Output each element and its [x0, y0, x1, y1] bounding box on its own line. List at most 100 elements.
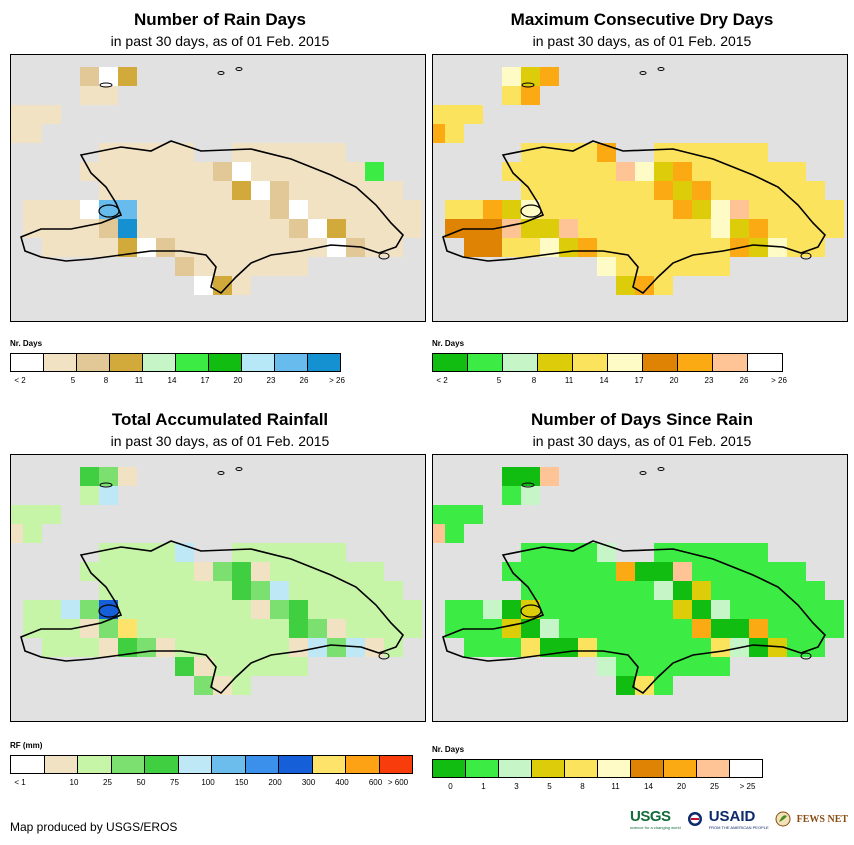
coastline	[20, 140, 405, 295]
map-days-since-rain	[432, 454, 848, 722]
grid-cell	[11, 124, 23, 143]
grid-cell	[327, 219, 346, 238]
grid-cell	[194, 600, 213, 619]
legend-swatch	[279, 756, 313, 773]
grid-cell	[289, 181, 308, 200]
grid-cell	[289, 638, 308, 657]
grid-cell	[711, 238, 730, 257]
grid-cell	[483, 238, 502, 257]
grid-cell	[118, 143, 137, 162]
grid-cell	[251, 638, 270, 657]
grid-cell	[289, 657, 308, 676]
legend-tick-label: 14	[599, 376, 609, 385]
legend-tick-label: 8	[531, 376, 537, 385]
grid-cell	[289, 562, 308, 581]
grid-cell	[80, 67, 99, 86]
legend-title: Nr. Days	[432, 745, 465, 754]
grid-cell	[616, 562, 635, 581]
grid-cell	[578, 562, 597, 581]
grid-cell	[654, 162, 673, 181]
grid-cell	[521, 67, 540, 86]
island-outline	[800, 652, 812, 660]
panel-subtitle: in past 30 days, as of 01 Feb. 2015	[532, 433, 752, 449]
grid-cell	[42, 200, 61, 219]
legend-tick-label: 8	[103, 376, 109, 385]
grid-cell	[787, 162, 806, 181]
grid-cell	[289, 581, 308, 600]
grid-cell	[483, 600, 502, 619]
grid-cell	[711, 600, 730, 619]
grid-cell	[673, 162, 692, 181]
grid-cell	[768, 162, 787, 181]
grid-cell	[559, 619, 578, 638]
grid-cell	[42, 238, 61, 257]
grid-cell	[232, 143, 251, 162]
legend-swatch	[77, 354, 110, 371]
grid-cell	[749, 638, 768, 657]
usgs-logo: USGS science for a changing world	[630, 808, 681, 830]
grid-cell	[137, 543, 156, 562]
grid-cell	[540, 600, 559, 619]
grid-cell	[118, 581, 137, 600]
legend-tick-label: 14	[167, 376, 177, 385]
grid-cell	[99, 219, 118, 238]
grid-cell	[787, 619, 806, 638]
grid-cell	[213, 600, 232, 619]
grid-cell	[521, 543, 540, 562]
legend-tick-label: 25	[710, 782, 719, 791]
grid-cell	[175, 162, 194, 181]
grid-cell	[289, 600, 308, 619]
grid-cell	[540, 67, 559, 86]
grid-cell	[365, 638, 384, 657]
grid-cell	[654, 143, 673, 162]
grid-cell	[597, 638, 616, 657]
usaid-tagline: FROM THE AMERICAN PEOPLE	[708, 825, 769, 830]
grid-cell	[654, 676, 673, 695]
grid-cell	[445, 600, 464, 619]
legend-swatch	[468, 354, 503, 371]
grid-cell	[559, 200, 578, 219]
grid-cell	[502, 200, 521, 219]
grid-cell	[521, 86, 540, 105]
grid-cell	[540, 200, 559, 219]
island-outline	[639, 71, 647, 75]
grid-cell	[597, 657, 616, 676]
grid-cell	[213, 619, 232, 638]
grid-cell	[673, 581, 692, 600]
grid-cell	[23, 200, 42, 219]
map-canvas	[433, 67, 844, 295]
map-canvas	[433, 467, 844, 695]
island-outline	[235, 467, 243, 471]
grid-cell	[156, 200, 175, 219]
grid-cell	[711, 143, 730, 162]
grid-cell	[289, 162, 308, 181]
grid-cell	[768, 600, 787, 619]
legend-rain-days: Nr. Days < 2 5 8 11 14 17 20 23 26 > 26	[10, 339, 350, 394]
grid-cell	[80, 238, 99, 257]
grid-cell	[616, 676, 635, 695]
grid-cell	[213, 200, 232, 219]
grid-cell	[787, 600, 806, 619]
grid-cell	[327, 600, 346, 619]
grid-cell	[483, 200, 502, 219]
grid-cell	[118, 600, 137, 619]
grid-cell	[673, 238, 692, 257]
legend-swatch	[503, 354, 538, 371]
legend-swatch	[697, 760, 730, 777]
legend-swatch	[176, 354, 209, 371]
grid-cell	[384, 581, 403, 600]
legend-swatch	[433, 760, 466, 777]
grid-cell	[118, 162, 137, 181]
grid-cell	[654, 657, 673, 676]
grid-cell	[673, 638, 692, 657]
grid-cell	[787, 638, 806, 657]
grid-cell	[194, 181, 213, 200]
grid-cell	[616, 181, 635, 200]
legend-swatch	[111, 756, 145, 773]
panel-title: Number of Rain Days	[134, 10, 306, 29]
grid-cell	[137, 219, 156, 238]
grid-cell	[118, 67, 137, 86]
grid-cell	[42, 638, 61, 657]
grid-cell	[308, 162, 327, 181]
grid-cell	[289, 200, 308, 219]
